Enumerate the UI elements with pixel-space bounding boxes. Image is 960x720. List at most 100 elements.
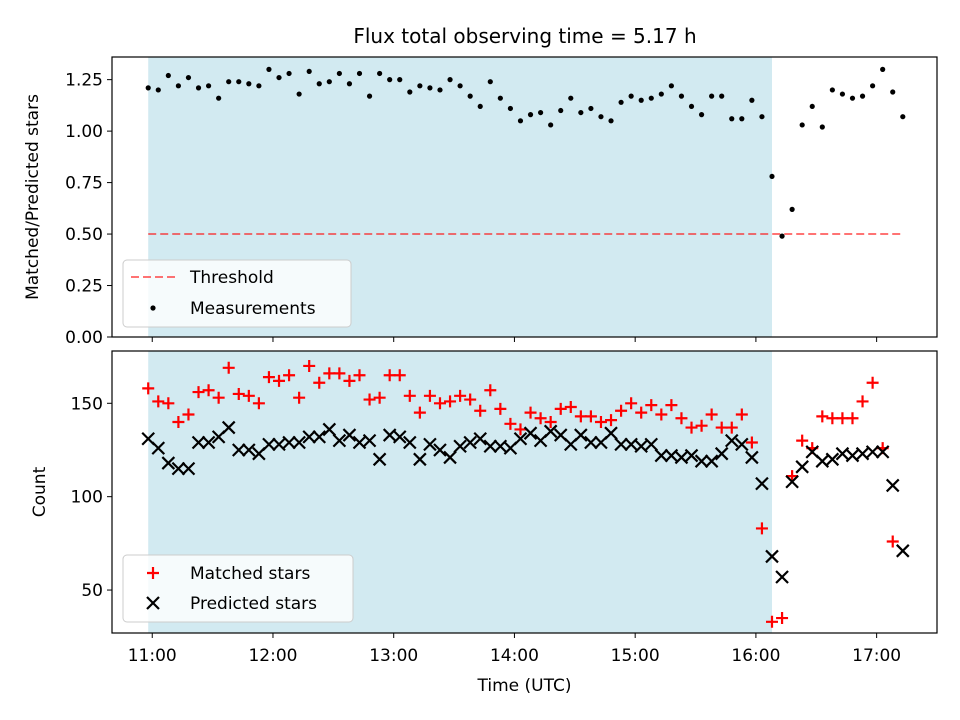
measurement-point: [849, 95, 856, 101]
matched-star-point: [212, 391, 225, 404]
bottom-legend: Matched stars Predicted stars: [122, 554, 354, 623]
matched-star-point: [605, 414, 618, 427]
predicted-star-point: [614, 437, 628, 452]
predicted-star-point: [785, 474, 799, 489]
predicted-star-point: [181, 461, 196, 476]
matched-star-point: [353, 369, 366, 382]
matched-star-point: [866, 376, 879, 389]
legend-threshold-label: Threshold: [189, 268, 274, 288]
matched-star-point: [725, 421, 738, 434]
matched-star-point: [625, 397, 638, 410]
predicted-star-point: [292, 435, 306, 450]
matched-star-point: [645, 399, 658, 412]
measurement-point: [286, 70, 292, 77]
measurement-point: [859, 93, 866, 99]
predicted-star-point: [724, 433, 739, 448]
matched-star-point: [856, 395, 869, 408]
measurement-point: [346, 81, 353, 87]
bottom-legend-box: [122, 554, 354, 623]
predicted-star-point: [875, 445, 890, 459]
matched-star-point: [524, 406, 537, 419]
matched-star-point: [222, 361, 235, 374]
measurement-point: [457, 83, 463, 89]
measurement-point: [739, 116, 745, 122]
predicted-star-point: [473, 431, 488, 446]
predicted-star-point: [765, 549, 779, 564]
matched-star-point: [333, 367, 346, 380]
predicted-star-point: [262, 437, 276, 452]
measurement-point: [276, 74, 282, 81]
matched-star-point: [675, 412, 688, 425]
top-y-tick-label: 0.00: [65, 328, 103, 348]
measurement-point: [205, 83, 212, 89]
matched-star-point: [444, 395, 457, 408]
predicted-star-point: [242, 443, 256, 457]
measurement-point: [397, 77, 403, 83]
predicted-star-point: [423, 437, 437, 452]
matched-star-point: [262, 371, 275, 384]
top-y-tick-label: 1.25: [65, 71, 103, 91]
matched-star-point: [705, 408, 718, 421]
measurement-point: [709, 93, 715, 99]
predicted-star-point: [151, 441, 166, 455]
measurement-point: [688, 103, 695, 110]
measurement-point: [165, 72, 171, 79]
measurement-point: [236, 79, 242, 85]
bottom-x-tick-label: 13:00: [369, 646, 418, 666]
matched-star-point: [544, 415, 557, 428]
predicted-star-point: [161, 456, 176, 470]
predicted-star-point: [574, 428, 588, 442]
measurement-point: [799, 122, 805, 128]
matched-star-point: [283, 369, 296, 382]
matched-star-point: [655, 408, 668, 421]
predicted-star-point: [312, 430, 327, 444]
matched-star-point: [162, 397, 175, 410]
matched-star-point: [735, 408, 748, 421]
bottom-y-axis-label: Count: [30, 466, 50, 517]
x-axis-label: Time (UTC): [477, 676, 572, 696]
bottom-y-tick-label: 150: [71, 394, 103, 414]
predicted-star-point: [513, 431, 528, 446]
measurement-point: [427, 85, 433, 91]
measurement-point: [356, 70, 363, 77]
measurement-point: [588, 105, 594, 112]
bottom-x-tick-label: 14:00: [490, 646, 539, 666]
matched-star-point: [464, 393, 477, 406]
measurement-point: [195, 85, 202, 91]
measurement-point: [618, 99, 624, 105]
top-axes-frame: [111, 56, 938, 338]
matched-star-point: [142, 382, 155, 395]
predicted-star-point: [543, 424, 558, 439]
measurement-point: [216, 95, 222, 101]
matched-star-point: [796, 434, 809, 447]
measurement-point: [246, 81, 252, 87]
measurement-point: [517, 118, 524, 124]
measurement-point: [558, 107, 564, 114]
predicted-star-point: [322, 422, 337, 437]
measurement-point: [175, 83, 182, 89]
matched-star-point: [363, 393, 376, 406]
matched-star-point: [393, 369, 406, 382]
measurement-point: [336, 70, 342, 77]
measurement-point: [598, 114, 604, 120]
measurement-point: [870, 83, 876, 89]
matched-star-point: [343, 374, 356, 387]
matched-star-point: [152, 395, 165, 408]
measurement-point: [266, 66, 272, 72]
matched-star-point: [574, 410, 587, 423]
measurement-point: [749, 97, 755, 103]
predicted-star-point: [865, 445, 880, 459]
chart-title: Flux total observing time = 5.17 h: [353, 24, 696, 48]
measurement-point: [890, 89, 896, 95]
measurement-point: [366, 93, 373, 99]
measurement-point: [537, 109, 544, 116]
measurement-point: [628, 93, 634, 99]
measurement-point: [698, 112, 705, 118]
measurement-point: [789, 206, 795, 212]
measurement-point: [729, 116, 735, 122]
matched-star-point: [494, 402, 507, 415]
measurement-point: [417, 83, 423, 89]
measurement-point: [437, 87, 443, 93]
measurement-point: [779, 233, 785, 239]
